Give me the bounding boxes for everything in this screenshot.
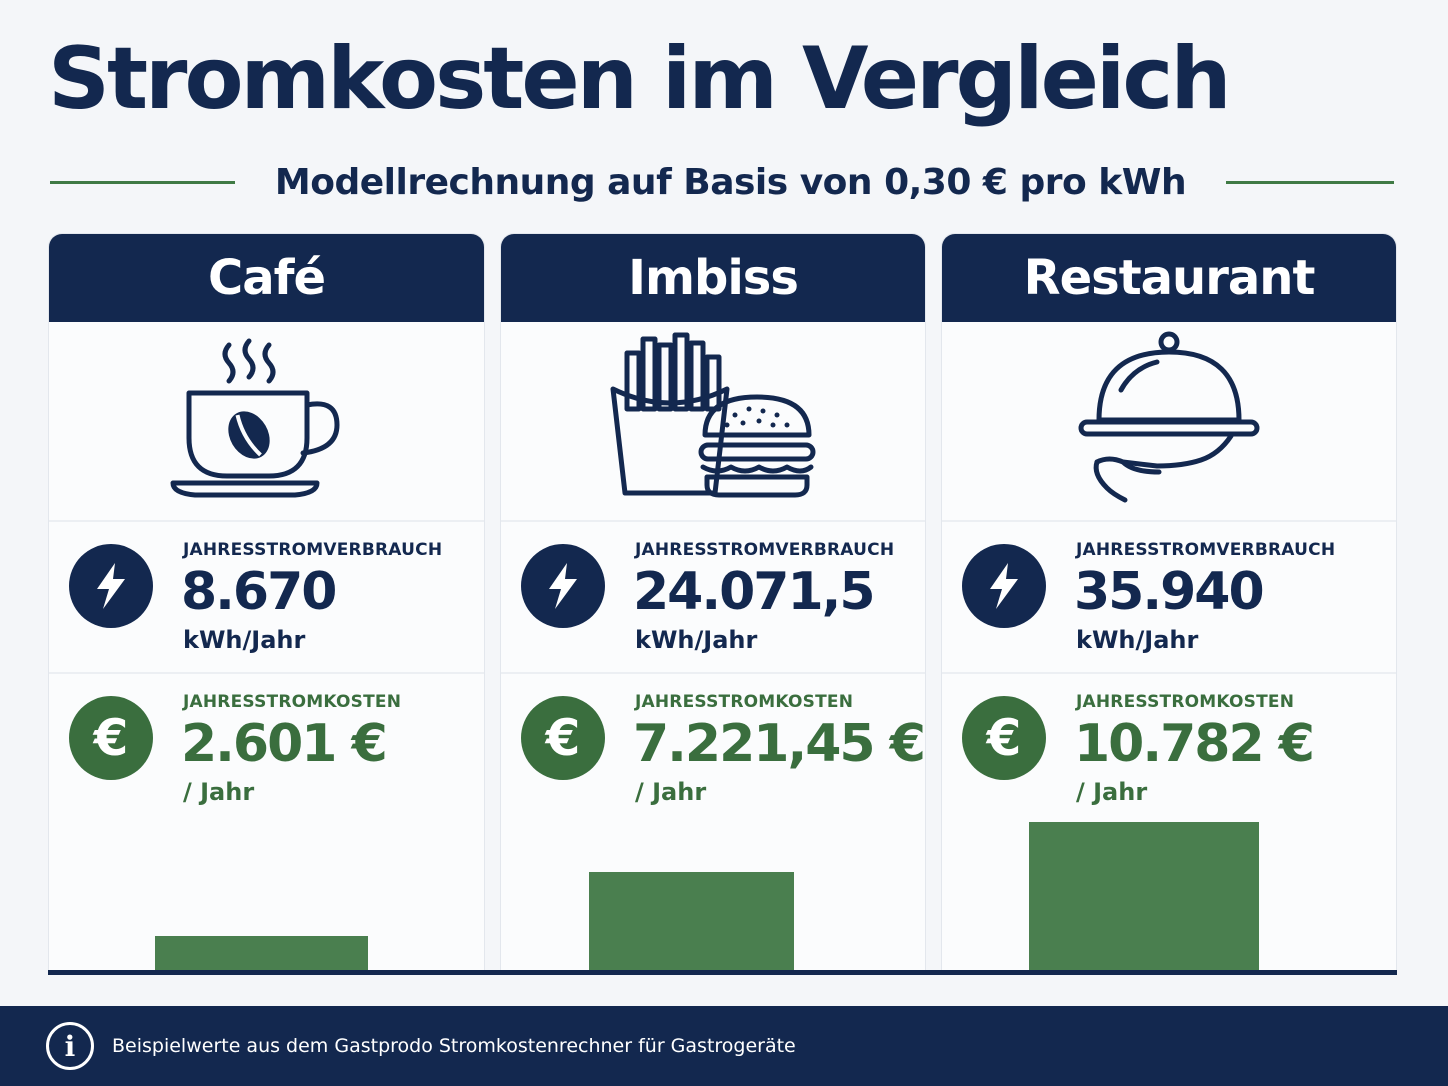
euro-icon: € (69, 696, 153, 780)
card-title: Restaurant (942, 234, 1396, 322)
info-icon: i (46, 1022, 94, 1070)
cost-label: JAHRESSTROMKOSTEN (635, 692, 854, 712)
cost-value: 2.601 € (181, 714, 388, 774)
cost-unit: / Jahr (635, 778, 707, 806)
cost-value: 10.782 € (1074, 714, 1315, 774)
bar-imbiss (589, 872, 794, 972)
energy-value: 35.940 (1074, 562, 1265, 622)
energy-value: 24.071,5 (633, 562, 876, 622)
euro-icon: € (962, 696, 1046, 780)
lightning-icon (962, 544, 1046, 628)
energy-unit: kWh/Jahr (183, 626, 306, 654)
bar-cafe (155, 936, 368, 972)
cost-unit: / Jahr (1076, 778, 1148, 806)
card-imbiss: Imbiss (500, 233, 926, 973)
card-cafe: Café JAHRESSTROMVERBRAUCH 8.670 kWh/Jahr… (48, 233, 485, 973)
footnote: Beispielwerte aus dem Gastprodo Stromkos… (112, 1035, 796, 1057)
cost-label: JAHRESSTROMKOSTEN (1076, 692, 1295, 712)
euro-icon: € (521, 696, 605, 780)
lightning-icon (69, 544, 153, 628)
cloche-hand-icon (1078, 331, 1260, 503)
energy-unit: kWh/Jahr (635, 626, 758, 654)
card-restaurant: Restaurant JAHRESSTROMVERBRAUCH 35.940 k… (941, 233, 1397, 973)
energy-label: JAHRESSTROMVERBRAUCH (635, 540, 895, 560)
footer: i Beispielwerte aus dem Gastprodo Stromk… (0, 1006, 1448, 1086)
subtitle-rule-right (1226, 180, 1394, 184)
fries-burger-icon (610, 332, 816, 498)
page-subtitle: Modellrechnung auf Basis von 0,30 € pro … (274, 161, 1187, 203)
card-title: Imbiss (501, 234, 925, 322)
chart-baseline (48, 970, 1397, 975)
subtitle-row: Modellrechnung auf Basis von 0,30 € pro … (50, 156, 1394, 208)
coffee-cup-icon (170, 338, 339, 498)
cost-value: 7.221,45 € (633, 714, 925, 774)
bar-restaurant (1029, 822, 1259, 972)
lightning-icon (521, 544, 605, 628)
subtitle-rule-left (50, 180, 235, 184)
energy-label: JAHRESSTROMVERBRAUCH (183, 540, 443, 560)
card-title: Café (49, 234, 484, 322)
energy-value: 8.670 (181, 562, 337, 622)
energy-unit: kWh/Jahr (1076, 626, 1199, 654)
cost-unit: / Jahr (183, 778, 255, 806)
cost-label: JAHRESSTROMKOSTEN (183, 692, 402, 712)
page-title: Stromkosten im Vergleich (48, 29, 1232, 129)
energy-label: JAHRESSTROMVERBRAUCH (1076, 540, 1336, 560)
